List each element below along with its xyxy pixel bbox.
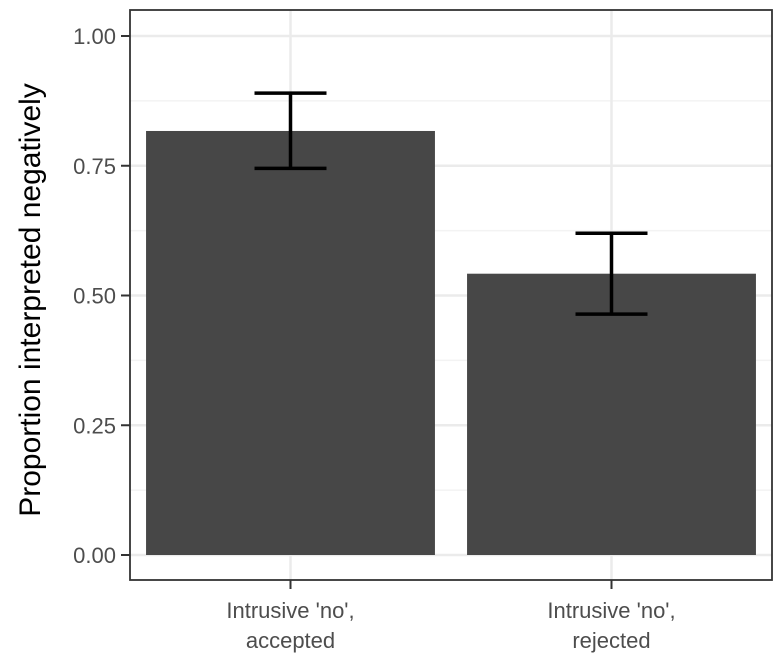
- bars: [146, 130, 756, 556]
- y-axis: 0.00 0.25 0.50 0.75 1.00: [73, 24, 130, 568]
- y-tick-label: 0.50: [73, 284, 116, 309]
- y-tick-label: 0.00: [73, 543, 116, 568]
- y-tick-label: 0.75: [73, 154, 116, 179]
- bar-1: [146, 130, 435, 556]
- y-tick-label: 0.25: [73, 413, 116, 438]
- x-tick-label: Intrusive 'no',: [226, 598, 354, 623]
- error-bars: [254, 91, 648, 316]
- x-axis: Intrusive 'no', accepted Intrusive 'no', re…: [226, 580, 676, 653]
- x-tick-label: rejected: [572, 628, 650, 653]
- bar-2: [467, 273, 756, 555]
- error-bar-2: [575, 231, 648, 316]
- error-bar-1: [254, 91, 327, 171]
- x-tick-label: accepted: [246, 628, 335, 653]
- y-tick-label: 1.00: [73, 24, 116, 49]
- x-tick-label: Intrusive 'no',: [547, 598, 675, 623]
- y-axis-title: Proportion interpreted negatively: [14, 83, 47, 517]
